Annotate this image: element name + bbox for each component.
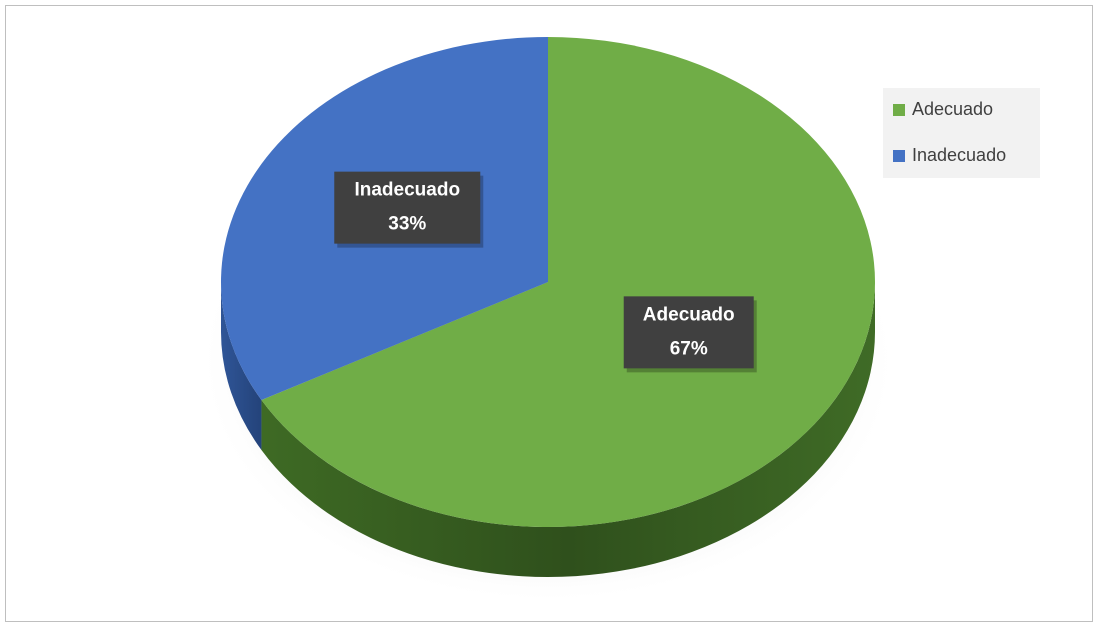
data-label-box (623, 296, 754, 369)
legend-swatch (893, 150, 905, 162)
legend-label: Adecuado (912, 99, 993, 119)
legend-swatch (893, 104, 905, 116)
slice-side (221, 282, 262, 451)
data-label-category: Adecuado (643, 304, 735, 325)
legend-label: Inadecuado (912, 145, 1006, 165)
legend-box (883, 88, 1040, 178)
slice-side (261, 282, 876, 577)
pie: Adecuado 67% Inadecuado 33% (220, 37, 876, 577)
data-label-value: 33% (388, 214, 426, 235)
data-label-value: 67% (670, 338, 708, 359)
data-label-category: Inadecuado (354, 180, 460, 201)
slice (261, 37, 876, 527)
data-label-box (334, 171, 481, 244)
